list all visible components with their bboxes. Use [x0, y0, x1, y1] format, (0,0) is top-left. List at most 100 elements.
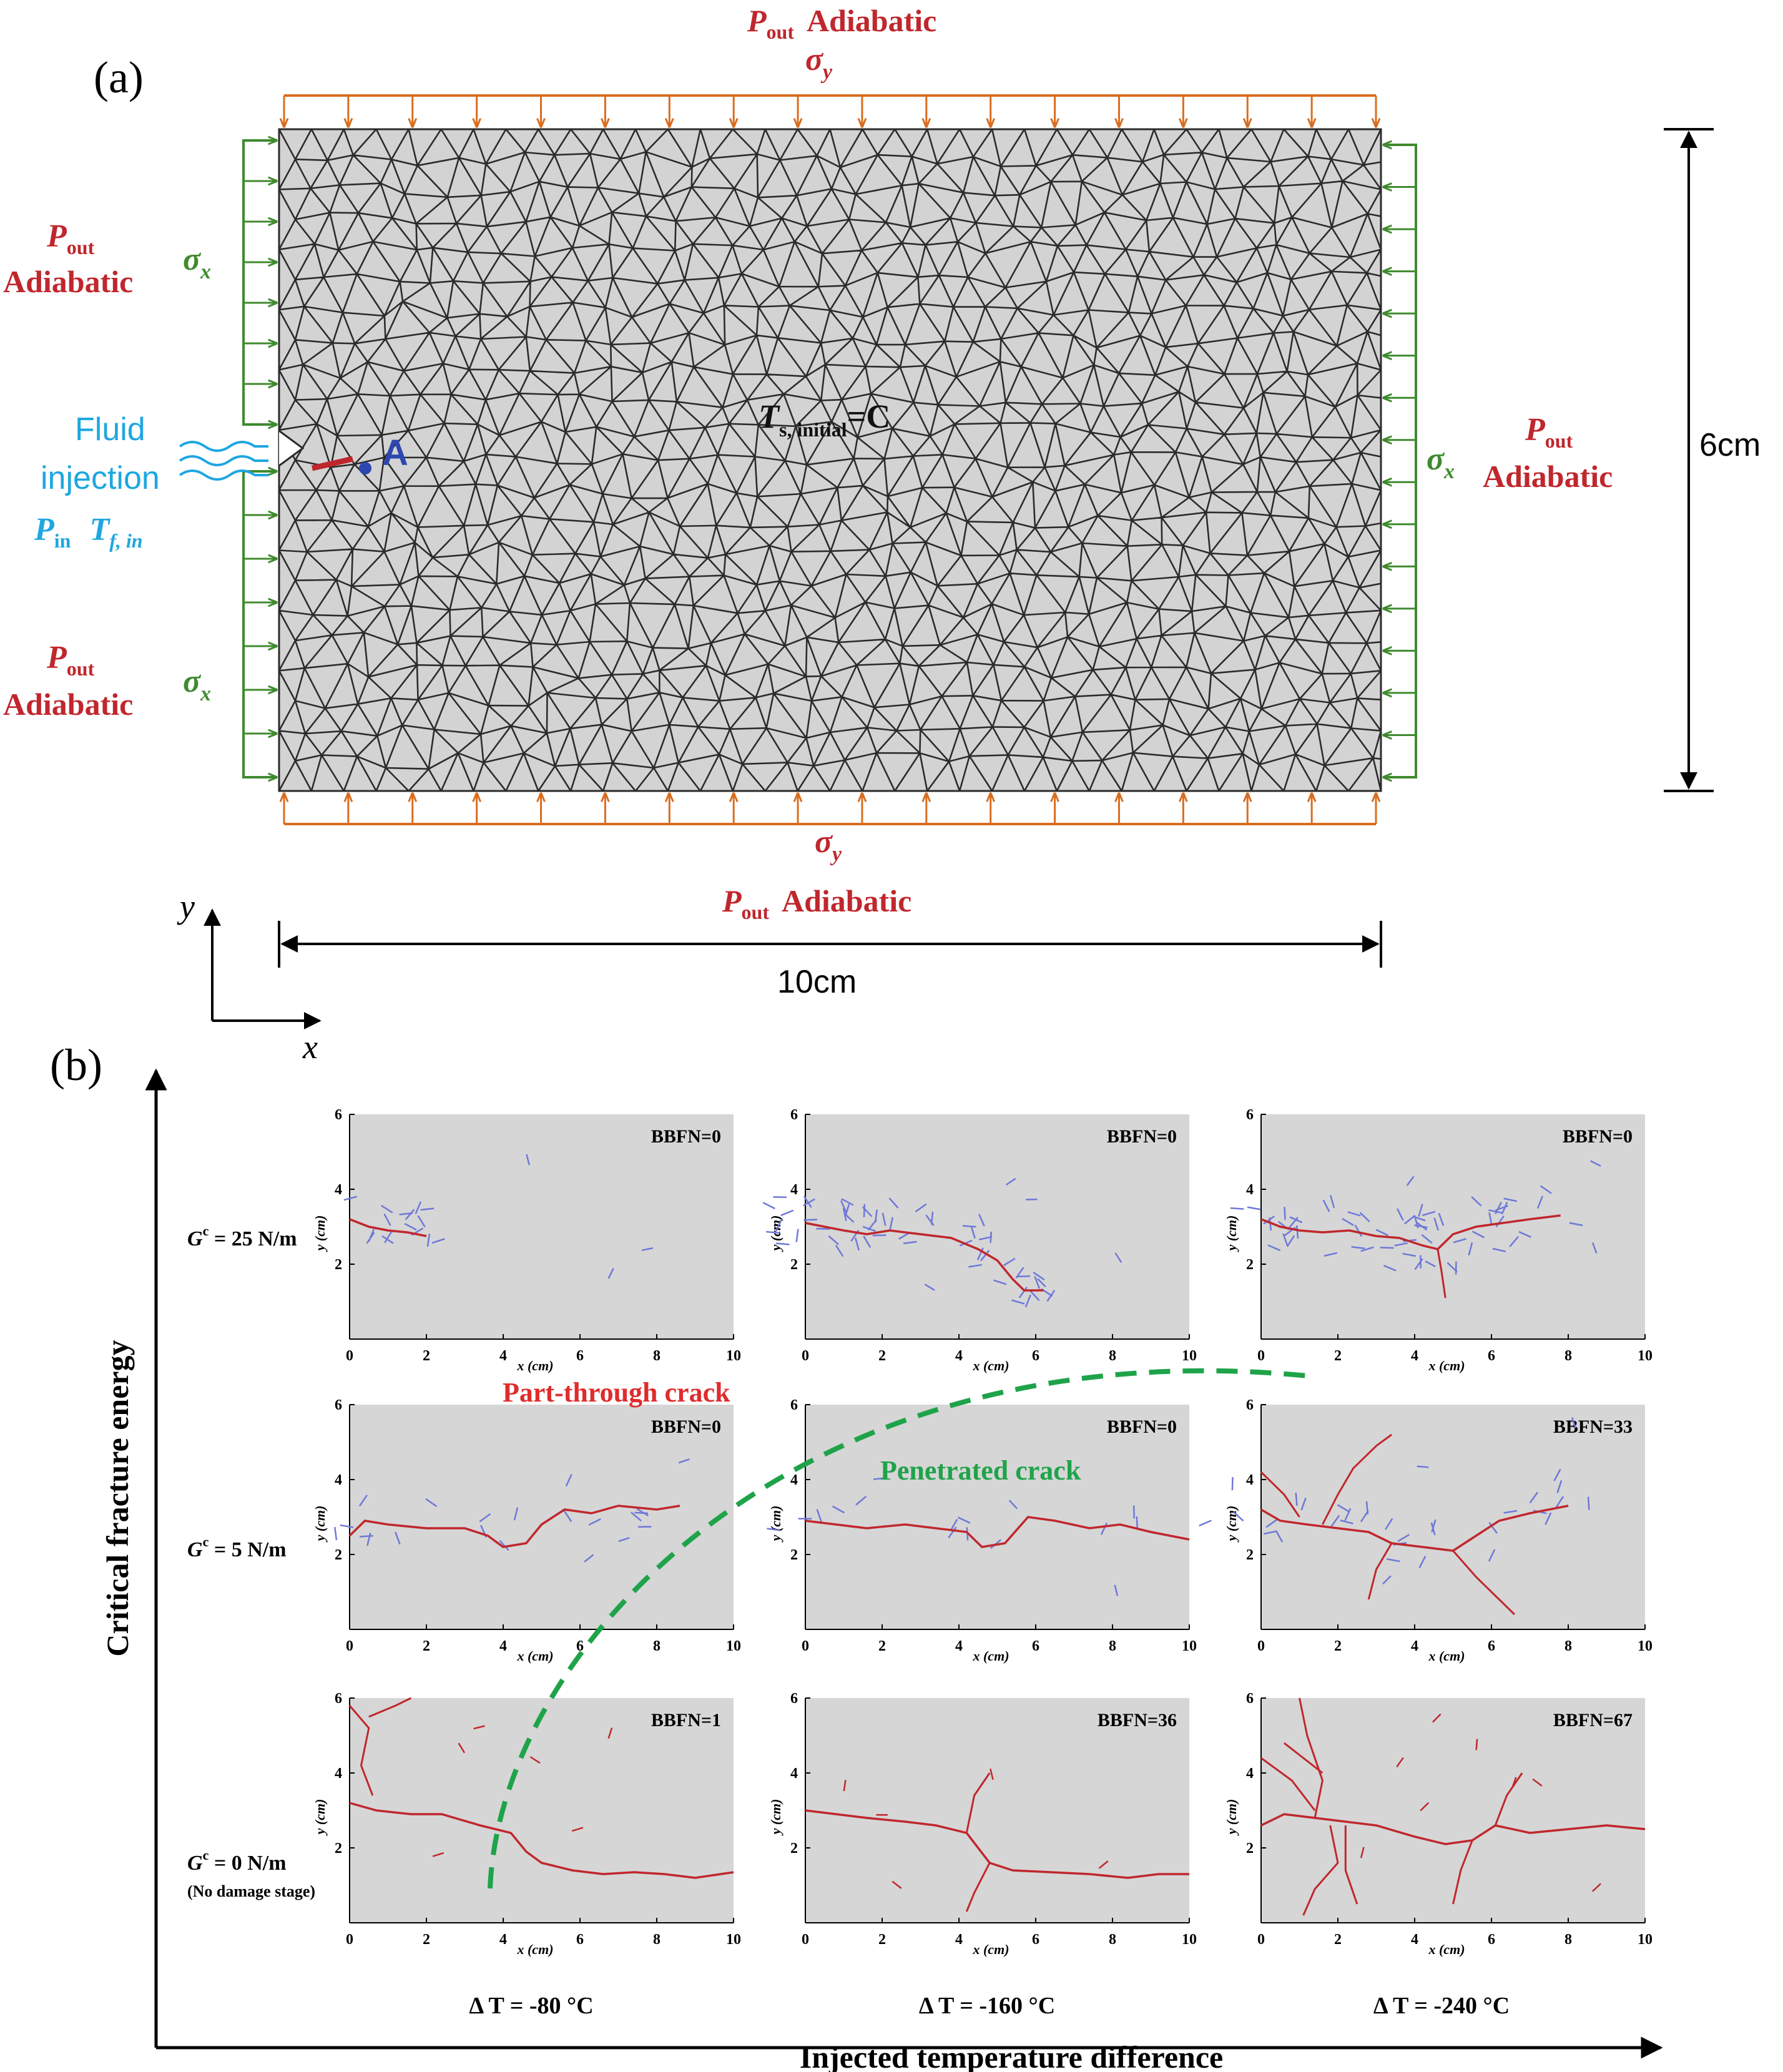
- subplot-x-tick-label: 4: [499, 1932, 507, 1948]
- crack-fragment: [1406, 1176, 1415, 1186]
- right-pressure-label: Pout: [1525, 412, 1573, 452]
- crack-fragment: [432, 1852, 445, 1857]
- damage-segment: [1016, 1275, 1031, 1278]
- damage-segment: [431, 1238, 445, 1244]
- main-crack: [1260, 1505, 1569, 1552]
- crack-branch: [368, 1697, 412, 1718]
- damage-segment: [1351, 1245, 1365, 1249]
- damage-segment: [563, 1510, 572, 1523]
- damage-segment: [976, 1247, 984, 1260]
- damage-segment: [1587, 1496, 1590, 1510]
- finite-element-mesh: [279, 129, 1381, 791]
- crack-branch: [1494, 1772, 1523, 1826]
- crack-fragment: [1114, 1252, 1122, 1263]
- damage-segment: [1033, 1272, 1045, 1281]
- damage-segment: [980, 1250, 990, 1262]
- subplot-x-label: x (cm): [1428, 1358, 1465, 1373]
- top-boundary-label: Pout Adiabatic: [747, 3, 936, 43]
- crack-fragment: [458, 1742, 466, 1754]
- crack-fragment: [584, 1554, 594, 1563]
- subplot-y-tick-label: 4: [1246, 1765, 1254, 1782]
- damage-segment: [828, 1235, 840, 1245]
- panel-b: (b) Critical fracture energy Injected te…: [50, 1040, 1663, 2072]
- damage-segment: [765, 1230, 780, 1234]
- crack-fragment: [1008, 1500, 1018, 1510]
- coordinate-axes: [204, 908, 322, 1029]
- initial-crack: [311, 456, 354, 471]
- subplot-background: [350, 1698, 734, 1923]
- damage-segment: [1501, 1201, 1508, 1215]
- subplot-y-tick-label: 4: [335, 1182, 342, 1198]
- damage-segment: [863, 1204, 866, 1217]
- subplot-x-tick-label: 4: [499, 1638, 507, 1654]
- subplot-x-tick-label: 0: [1257, 1932, 1265, 1948]
- right-load-bar: [1386, 144, 1417, 778]
- damage-segment: [775, 1219, 783, 1232]
- subplot-x-label: x (cm): [516, 1942, 553, 1957]
- damage-segment: [882, 1212, 887, 1226]
- subplot-y-tick-label: 6: [1246, 1107, 1254, 1123]
- width-dimension: [278, 921, 1382, 968]
- right-sigma-x-label: σx: [1427, 441, 1455, 483]
- crack-fragment: [473, 1725, 485, 1730]
- subplot-r1-c3: 0 2 4 6 8 10 2 4 6 x (cm) y (cm) BBFN=0: [1224, 1107, 1653, 1373]
- damage-segment: [1488, 1549, 1496, 1562]
- damage-segment: [1553, 1468, 1561, 1481]
- subplot-x-tick-label: 2: [878, 1638, 886, 1654]
- damage-segment: [803, 1196, 812, 1208]
- subplot-x-tick-label: 2: [1334, 1638, 1342, 1654]
- subplot-y-label: y (cm): [1224, 1215, 1239, 1253]
- main-crack: [805, 1516, 1190, 1548]
- damage-segment: [1488, 1522, 1498, 1534]
- subplot-y-tick-label: 2: [790, 1840, 798, 1857]
- panel-b-main-axes: [145, 1068, 1663, 2059]
- damage-segment: [1495, 1202, 1502, 1215]
- subplot-y-label: y (cm): [312, 1215, 328, 1253]
- damage-segment: [1330, 1515, 1340, 1527]
- subplot-x-tick-label: 6: [1032, 1638, 1039, 1654]
- damage-segment: [1403, 1215, 1416, 1225]
- subplot-x-tick-label: 10: [726, 1348, 741, 1364]
- damage-segment: [1518, 1230, 1531, 1238]
- damage-segment: [968, 1264, 982, 1268]
- crack-branch: [1283, 1742, 1324, 1774]
- damage-segment: [1421, 1234, 1433, 1244]
- damage-segment: [588, 1518, 601, 1526]
- crack-fragment: [641, 1247, 654, 1252]
- subplot-x-tick-label: 2: [878, 1348, 886, 1364]
- damage-segment: [1540, 1185, 1552, 1194]
- fluid-injection-line1: Fluid: [75, 411, 145, 448]
- subplot-y-label: y (cm): [768, 1506, 783, 1543]
- crack-fragment: [529, 1756, 541, 1764]
- subplot-y-label: y (cm): [312, 1799, 328, 1837]
- subplot-x-tick-label: 2: [423, 1348, 430, 1364]
- subplot-background: [350, 1405, 734, 1629]
- subplot-x-label: x (cm): [1428, 1942, 1465, 1957]
- crack-fragment: [1098, 1860, 1109, 1869]
- damage-segment: [1330, 1195, 1335, 1209]
- right-adiabatic-label: Adiabatic: [1483, 459, 1613, 494]
- damage-segment: [358, 1495, 368, 1507]
- damage-segment: [767, 1528, 780, 1531]
- crack-branch: [1367, 1543, 1393, 1600]
- subplot-y-tick-label: 6: [790, 1397, 798, 1413]
- penetrated-crack-label: Penetrated crack: [880, 1455, 1081, 1486]
- damage-segment: [1365, 1501, 1369, 1515]
- damage-segment: [1265, 1519, 1278, 1528]
- subplot-x-tick-label: 6: [576, 1638, 584, 1654]
- damage-segment: [775, 1242, 790, 1245]
- damage-segment: [978, 1235, 993, 1240]
- row-label-g0: Gc = 0 N/m: [187, 1847, 287, 1875]
- subplot-y-tick-label: 6: [1246, 1397, 1254, 1413]
- left-upper-sigma-x-label: σx: [183, 242, 211, 283]
- crack-fragment: [571, 1827, 584, 1832]
- subplot-x-tick-label: 4: [955, 1932, 963, 1948]
- damage-segment: [1199, 1520, 1212, 1527]
- crack-branch: [1452, 1840, 1473, 1905]
- bottom-boundary-label: Pout Adiabatic: [722, 883, 911, 923]
- damage-segment: [795, 1229, 799, 1242]
- damage-segment: [1337, 1504, 1350, 1513]
- damage-segment: [1324, 1252, 1338, 1257]
- subplot-x-tick-label: 10: [1638, 1638, 1653, 1654]
- damage-segment: [1342, 1217, 1354, 1226]
